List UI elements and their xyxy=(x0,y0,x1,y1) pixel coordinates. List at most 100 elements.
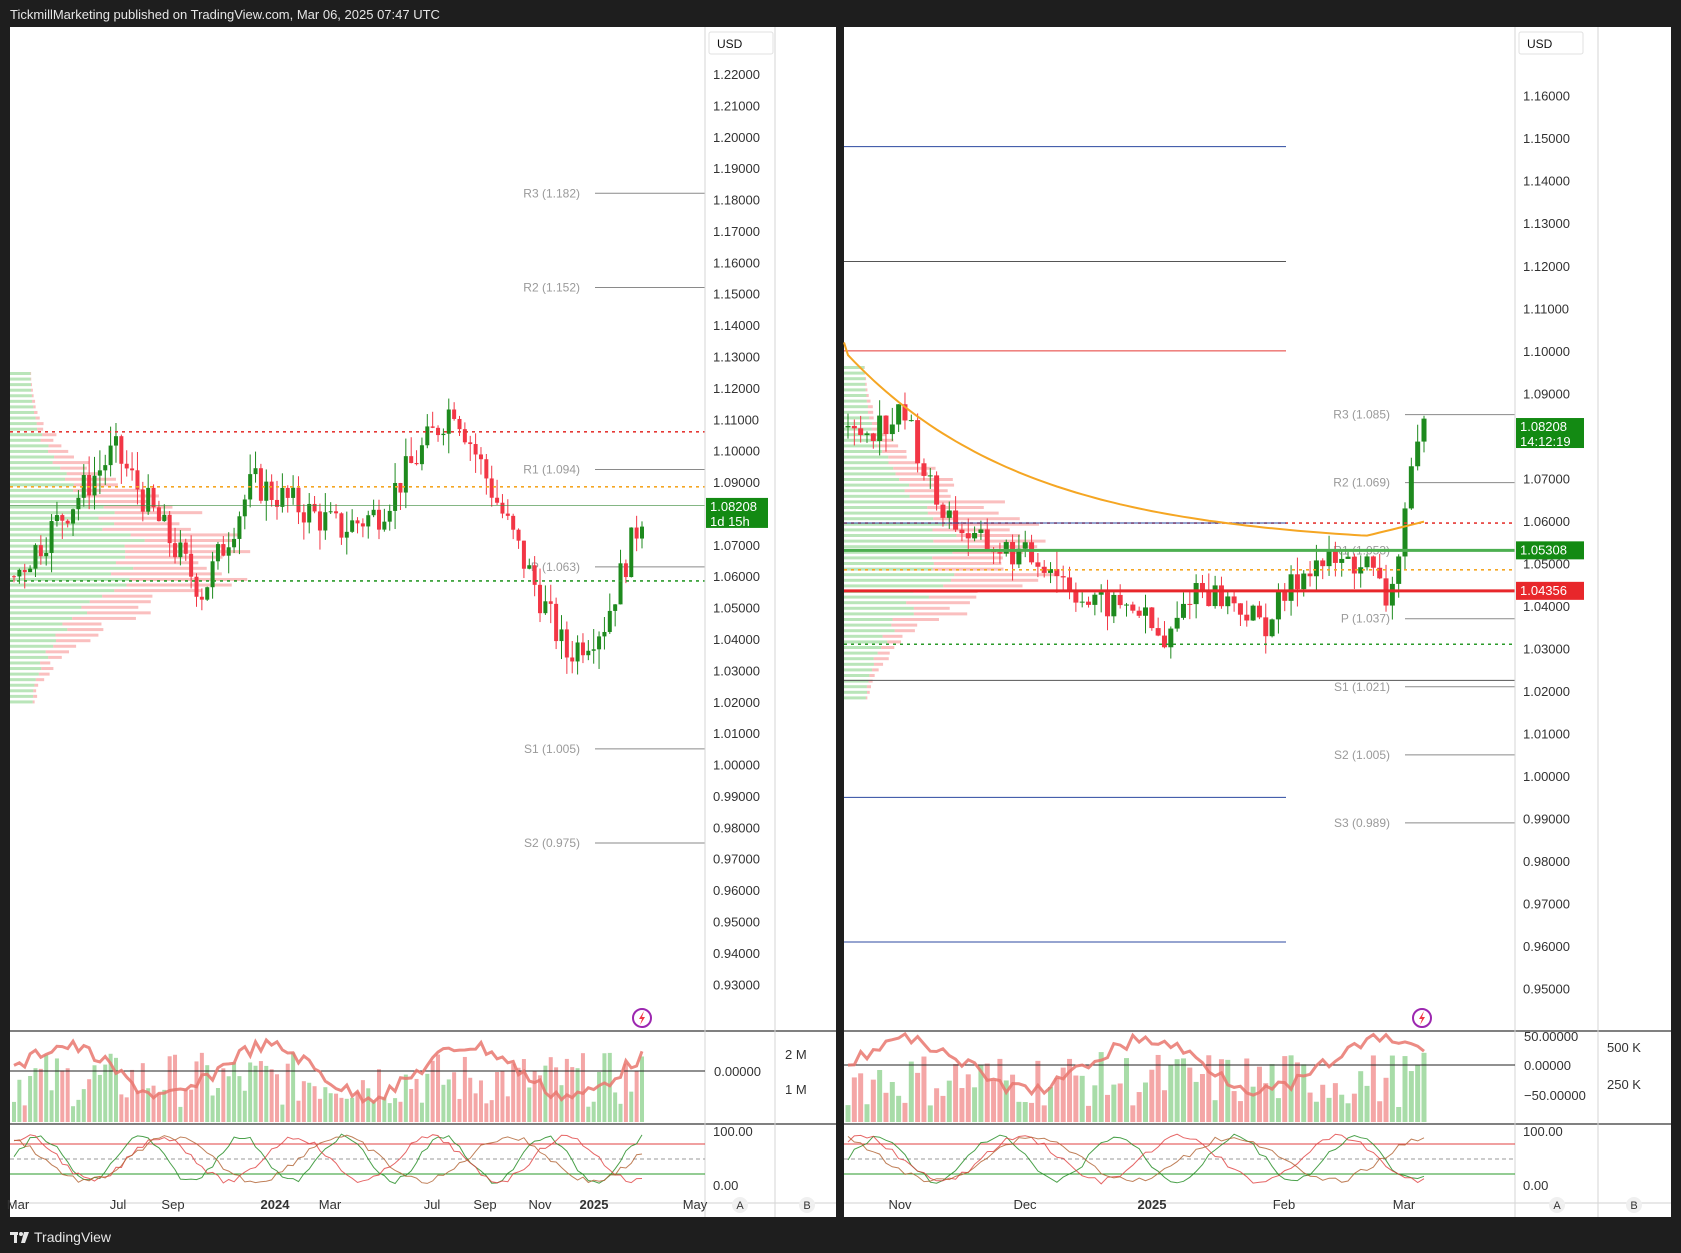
left-time-axis[interactable]: Mar Jul Sep 2024 Mar Jul Sep Nov 2025 May A B xyxy=(7,1197,815,1213)
price-tick-label: 0.98000 xyxy=(1523,854,1570,869)
candle-body xyxy=(371,509,376,516)
right-price-axis[interactable]: 1.16000 1.15000 1.14000 1.13000 1.12000 1.110… xyxy=(1516,31,1584,997)
price-tick-label: 0.95000 xyxy=(713,915,760,930)
currency-selector[interactable] xyxy=(708,31,774,55)
volume-profile-bar xyxy=(114,522,180,526)
scale-button-label[interactable]: A xyxy=(1553,1200,1561,1212)
volume-bar xyxy=(414,1078,419,1122)
right-oscillator-pane[interactable]: 50.00000 0.00000 −50.00000 500 K 250 K xyxy=(844,1029,1641,1122)
pivot-label: P (1.037) xyxy=(1341,612,1390,626)
volume-profile-bar xyxy=(844,578,951,582)
candle-body xyxy=(1067,577,1073,591)
price-label-box xyxy=(1516,418,1584,449)
volume-bar xyxy=(457,1098,462,1122)
candle-body xyxy=(1313,560,1319,577)
candle-body xyxy=(851,425,857,429)
volume-profile-bar xyxy=(10,449,49,453)
volume-profile-bar xyxy=(89,600,151,604)
candle-body xyxy=(858,428,864,435)
scale-button-b[interactable] xyxy=(799,1197,815,1213)
volume-bar xyxy=(183,1089,188,1122)
volume-profile-bar xyxy=(844,438,880,442)
volume-bar xyxy=(591,1101,596,1122)
right-stochastic-pane[interactable]: 100.00 0.00 xyxy=(844,1124,1563,1193)
right-chart-panel[interactable]: R3 (1.085)R2 (1.069)R1 (1.053)P (1.037)S… xyxy=(843,27,1671,1217)
volume-profile-bar xyxy=(10,433,43,437)
volume-bar xyxy=(1193,1081,1199,1122)
volume-bar xyxy=(280,1104,285,1122)
lightning-icon[interactable] xyxy=(1412,1008,1432,1028)
scale-button-label[interactable]: B xyxy=(803,1200,810,1212)
candle-body xyxy=(1288,574,1294,601)
volume-bar xyxy=(28,1075,33,1122)
left-main-pane[interactable]: R3 (1.182) R2 (1.152) R1 (1.094) P (1.063) S… xyxy=(10,186,705,1028)
candle-body xyxy=(398,482,403,493)
volume-profile-bar xyxy=(844,522,948,526)
candle-body xyxy=(586,650,591,656)
right-main-pane[interactable]: R3 (1.085)R2 (1.069)R1 (1.053)P (1.037)S… xyxy=(843,146,1515,1028)
trading-charts[interactable]: R3 (1.182) R2 (1.152) R1 (1.094) P (1.063) S… xyxy=(0,0,1681,1222)
currency-label[interactable]: USD xyxy=(1527,37,1553,51)
volume-profile-bar xyxy=(879,438,894,442)
volume-bar xyxy=(580,1053,585,1122)
volume-profile-bar xyxy=(10,483,74,487)
scale-button-b[interactable] xyxy=(1626,1197,1642,1213)
volume-bar xyxy=(1421,1052,1427,1122)
time-tick-label: Nov xyxy=(888,1197,912,1212)
lightning-icon[interactable] xyxy=(632,1008,652,1028)
volume-bar xyxy=(902,1102,908,1122)
volume-bar xyxy=(511,1063,516,1122)
volume-profile-bar xyxy=(844,690,867,694)
volume-bar xyxy=(108,1053,113,1122)
volume-bar xyxy=(103,1064,108,1122)
volume-profile-bar xyxy=(10,700,33,704)
candle-body xyxy=(1086,601,1092,605)
volume-bar xyxy=(76,1099,81,1122)
volume-profile-bar xyxy=(888,455,907,459)
candle-body xyxy=(915,420,921,464)
volume-profile-bar xyxy=(891,623,918,627)
left-price-axis[interactable]: 1.22000 1.21000 1.20000 1.19000 1.18000 1.170… xyxy=(706,31,774,992)
right-time-axis[interactable]: Nov Dec 2025 Feb Mar A B xyxy=(888,1197,1642,1213)
currency-selector[interactable] xyxy=(1518,31,1584,55)
volume-profile-bar xyxy=(73,488,144,492)
scale-button-label[interactable]: A xyxy=(736,1200,744,1212)
candle-body xyxy=(76,497,81,510)
candle-body xyxy=(301,512,306,523)
volume-bar xyxy=(409,1088,414,1122)
volume-bar xyxy=(1244,1058,1250,1122)
candle-body xyxy=(108,445,113,466)
volume-profile-bar xyxy=(913,612,968,616)
scale-button-a[interactable] xyxy=(1549,1197,1565,1213)
volume-profile-bar xyxy=(844,377,866,381)
oscillator-line xyxy=(13,1037,644,1105)
candle-body xyxy=(1244,614,1250,621)
volume-profile-bar xyxy=(10,410,35,414)
scale-button-a[interactable] xyxy=(732,1197,748,1213)
left-stochastic-pane[interactable]: 100.00 0.00 xyxy=(10,1124,753,1193)
candle-body xyxy=(877,415,883,441)
price-label-value: 1.08208 xyxy=(710,499,757,514)
candle-body xyxy=(1370,556,1376,568)
price-tick-label: 1.14000 xyxy=(1523,174,1570,189)
candle-body xyxy=(889,424,895,435)
candle-body xyxy=(419,445,424,465)
volume-profile-bar xyxy=(844,506,928,509)
volume-bar xyxy=(1320,1084,1326,1122)
price-tick-label: 1.12000 xyxy=(713,381,760,396)
scale-button-label[interactable]: B xyxy=(1630,1200,1637,1212)
candle-body xyxy=(953,510,959,530)
volume-profile-bar xyxy=(844,405,868,409)
candle-body xyxy=(350,520,355,532)
volume-profile-bar xyxy=(844,422,872,425)
volume-profile-bar xyxy=(844,640,888,644)
currency-label[interactable]: USD xyxy=(717,37,743,51)
candle-body xyxy=(17,569,22,577)
candle-body xyxy=(178,542,183,558)
pivot-label: R2 (1.152) xyxy=(523,280,580,294)
volume-bar xyxy=(328,1093,333,1122)
volume-profile-bar xyxy=(32,399,36,403)
candle-body xyxy=(156,507,161,522)
left-oscillator-pane[interactable]: 0.00000 2 M 1 M xyxy=(10,1037,807,1122)
left-chart-panel[interactable]: R3 (1.182) R2 (1.152) R1 (1.094) P (1.063) S… xyxy=(7,27,836,1217)
